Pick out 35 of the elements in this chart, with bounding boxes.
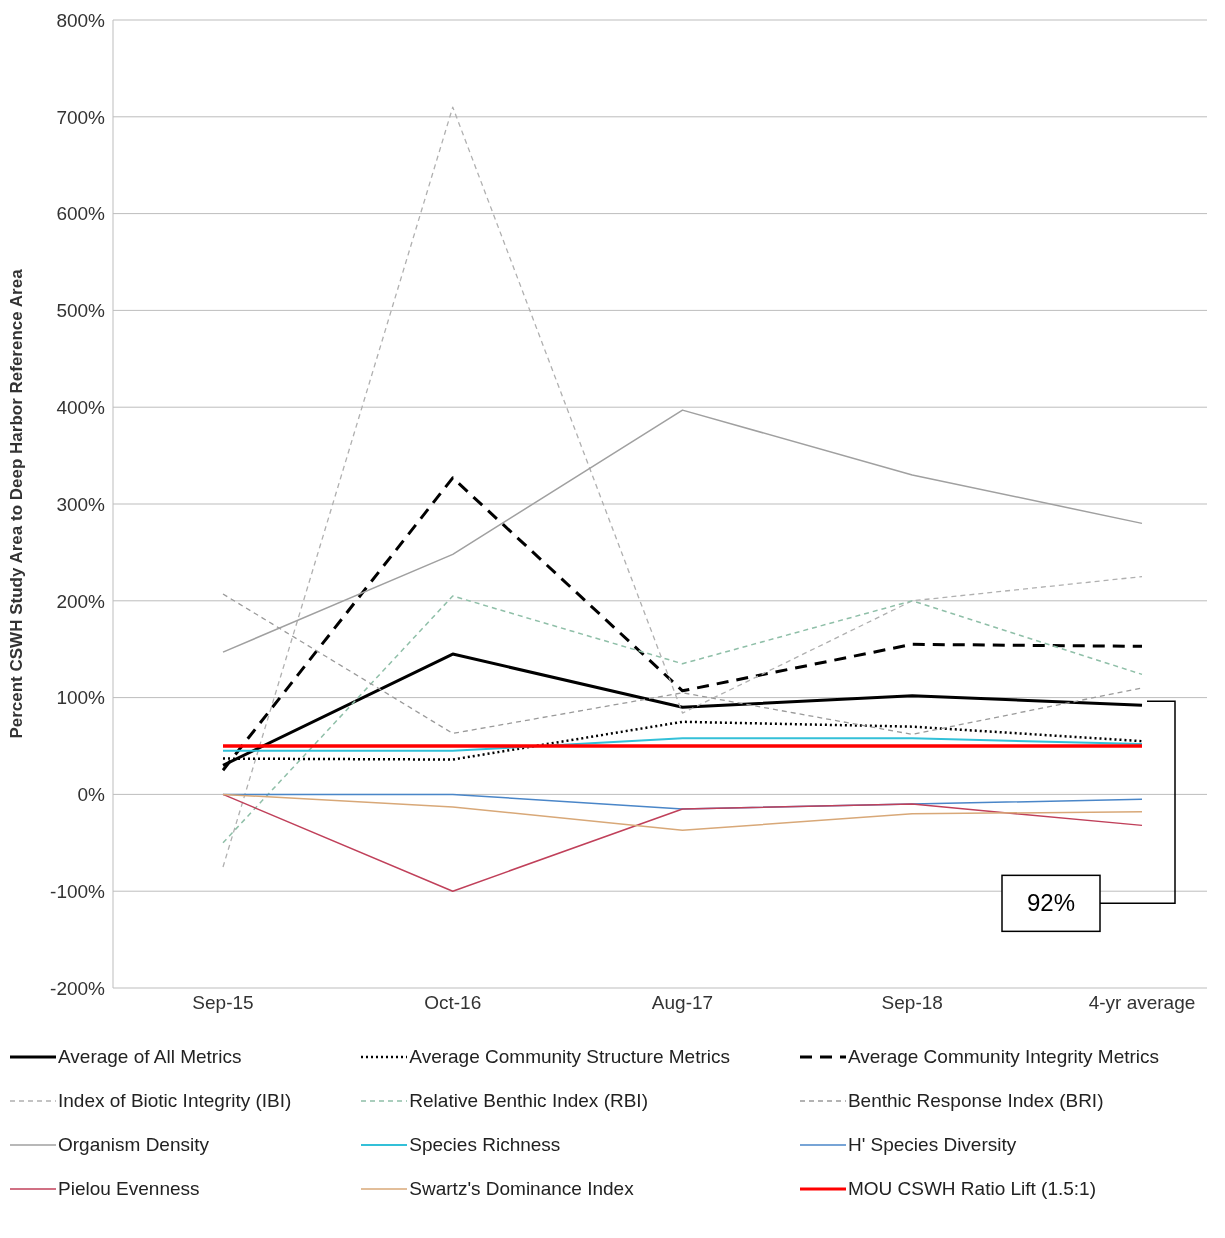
line-series — [222, 793, 1143, 892]
line-series — [222, 793, 1143, 831]
y-tick-label: 200% — [56, 590, 106, 612]
y-tick-label: 700% — [56, 106, 106, 128]
y-tick-label: 600% — [56, 203, 106, 225]
line-series — [221, 476, 1144, 772]
y-tick-label: 800% — [56, 9, 106, 31]
legend-label: MOU CSWH Ratio Lift (1.5:1) — [847, 1178, 1097, 1200]
x-tick-label: Sep-15 — [192, 992, 254, 1014]
x-tick-label: Aug-17 — [651, 992, 714, 1014]
y-tick-label: -100% — [50, 880, 106, 902]
x-tick-label: 4-yr average — [1088, 992, 1196, 1014]
y-tick-label: 400% — [56, 396, 106, 418]
line-series — [222, 106, 1143, 868]
y-tick-label: 0% — [77, 784, 106, 806]
legend-label: Average Community Integrity Metrics — [847, 1046, 1160, 1068]
x-tick-label: Oct-16 — [424, 992, 482, 1014]
legend-label: Index of Biotic Integrity (IBI) — [58, 1090, 292, 1112]
y-tick-label: 100% — [56, 687, 106, 709]
legend-label: Organism Density — [58, 1134, 209, 1156]
legend-label: Species Richness — [409, 1134, 561, 1156]
legend-label: Relative Benthic Index (RBI) — [409, 1090, 648, 1112]
y-tick-label: -200% — [50, 977, 106, 999]
legend-label: Pielou Evenness — [58, 1178, 200, 1200]
y-tick-label: 300% — [56, 493, 106, 515]
legend-label: Benthic Response Index (BRI) — [847, 1090, 1104, 1112]
legend-label: H' Species Diversity — [847, 1134, 1017, 1156]
y-tick-label: 500% — [56, 300, 106, 322]
x-tick-label: Sep-18 — [881, 992, 943, 1014]
legend-label: Average Community Structure Metrics — [409, 1046, 730, 1068]
legend-label: Swartz's Dominance Index — [409, 1178, 634, 1200]
y-axis-title: Percent CSWH Study Area to Deep Harbor Reference Area — [7, 268, 27, 739]
line-series — [222, 595, 1143, 844]
legend-label: Average of All Metrics — [58, 1046, 242, 1068]
annotation: 92% — [1026, 889, 1076, 917]
